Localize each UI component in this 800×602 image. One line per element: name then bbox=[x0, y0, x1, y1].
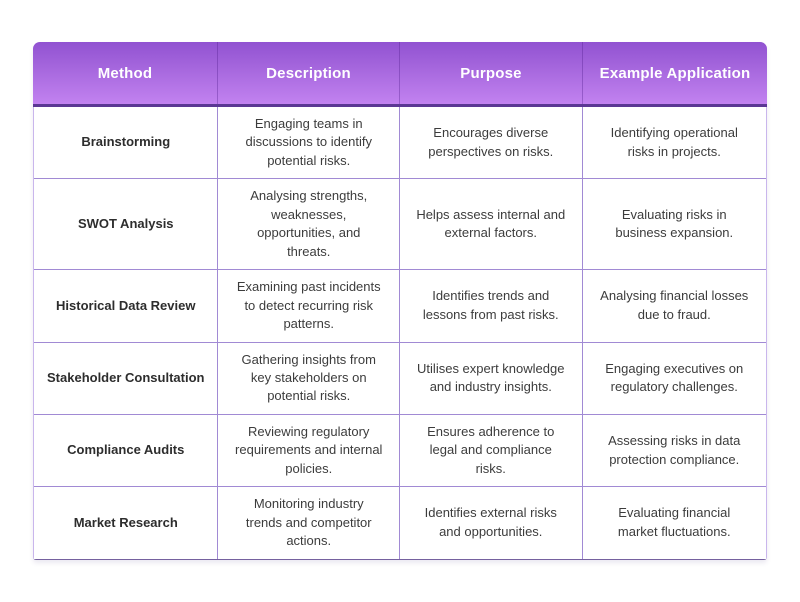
method-cell: Compliance Audits bbox=[34, 414, 219, 488]
method-cell: Brainstorming bbox=[34, 107, 219, 180]
purpose-cell: Ensures adherence to legal and complianc… bbox=[400, 414, 583, 488]
table-row: SWOT Analysis Analysing strengths, weakn… bbox=[34, 179, 766, 271]
example-cell: Evaluating financial market fluctuations… bbox=[582, 487, 766, 559]
description-cell: Gathering insights from key stakeholders… bbox=[218, 342, 400, 415]
method-cell: Market Research bbox=[34, 487, 219, 559]
risk-identification-methods-table: Method Description Purpose Example Appli… bbox=[33, 42, 767, 560]
description-cell: Reviewing regulatory requirements and in… bbox=[218, 414, 400, 488]
table-row: Brainstorming Engaging teams in discussi… bbox=[34, 107, 766, 180]
method-cell: SWOT Analysis bbox=[34, 179, 219, 271]
table-row: Compliance Audits Reviewing regulatory r… bbox=[34, 414, 766, 488]
description-cell: Monitoring industry trends and competito… bbox=[218, 487, 400, 559]
column-header-method: Method bbox=[33, 42, 218, 104]
table-row: Market Research Monitoring industry tren… bbox=[34, 487, 766, 559]
column-header-example-application: Example Application bbox=[599, 64, 751, 82]
table-row: Stakeholder Consultation Gathering insig… bbox=[34, 342, 766, 415]
example-cell: Evaluating risks in business expansion. bbox=[582, 179, 766, 271]
column-header-purpose: Purpose bbox=[400, 42, 583, 104]
purpose-cell: Identifies external risks and opportunit… bbox=[400, 487, 583, 559]
method-cell: Historical Data Review bbox=[34, 270, 219, 343]
example-cell: Engaging executives on regulatory challe… bbox=[582, 342, 766, 415]
purpose-cell: Utilises expert knowledge and industry i… bbox=[400, 342, 583, 415]
description-cell: Examining past incidents to detect recur… bbox=[218, 270, 400, 343]
purpose-cell: Helps assess internal and external facto… bbox=[400, 179, 583, 271]
example-cell: Analysing financial losses due to fraud. bbox=[582, 270, 766, 343]
column-header-description: Description bbox=[218, 42, 400, 104]
description-cell: Analysing strengths, weaknesses, opportu… bbox=[218, 179, 400, 271]
table-row: Historical Data Review Examining past in… bbox=[34, 270, 766, 343]
table-header-row: Method Description Purpose Example Appli… bbox=[33, 42, 767, 107]
example-cell: Assessing risks in data protection compl… bbox=[582, 414, 766, 488]
method-cell: Stakeholder Consultation bbox=[34, 342, 219, 415]
example-cell: Identifying operational risks in project… bbox=[582, 107, 766, 180]
description-cell: Engaging teams in discussions to identif… bbox=[218, 107, 400, 180]
purpose-cell: Identifies trends and lessons from past … bbox=[400, 270, 583, 343]
purpose-cell: Encourages diverse perspectives on risks… bbox=[400, 107, 583, 180]
